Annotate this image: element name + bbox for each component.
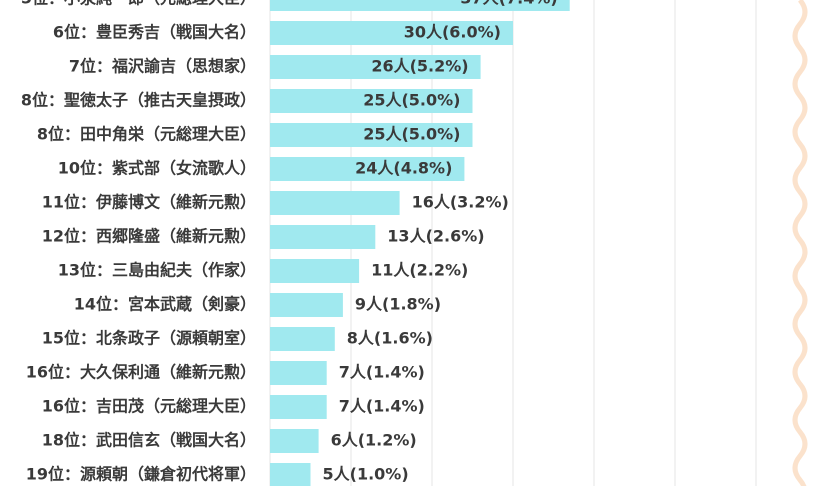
category-label: 8位：聖徳太子（推古天皇摂政）: [21, 91, 256, 110]
category-label: 8位：田中角栄（元総理大臣）: [37, 125, 256, 144]
value-label: 11人(2.2%): [371, 261, 468, 280]
wavy-border: [792, 0, 808, 486]
bar: [270, 293, 343, 317]
bar: [270, 225, 376, 249]
value-label: 25人(5.0%): [363, 125, 460, 144]
value-label: 26人(5.2%): [371, 57, 468, 76]
category-label: 10位：紫式部（女流歌人）: [58, 159, 256, 178]
value-label: 6人(1.2%): [331, 431, 417, 450]
value-label: 7人(1.4%): [339, 397, 425, 416]
bar: [270, 327, 335, 351]
bar: [270, 361, 327, 385]
value-label: 9人(1.8%): [355, 295, 441, 314]
category-label: 18位：武田信玄（戦国大名）: [42, 431, 256, 450]
category-label: 13位：三島由紀夫（作家）: [58, 261, 256, 280]
category-label: 14位：宮本武蔵（剣豪）: [74, 295, 256, 314]
bar: [270, 395, 327, 419]
value-label: 5人(1.0%): [323, 465, 409, 484]
category-label: 16位：大久保利通（維新元勲）: [26, 363, 256, 382]
bar: [270, 0, 570, 11]
bar: [270, 89, 473, 113]
value-label: 25人(5.0%): [363, 91, 460, 110]
value-label: 30人(6.0%): [404, 23, 501, 42]
bar: [270, 55, 481, 79]
value-label: 16人(3.2%): [412, 193, 509, 212]
category-label: 15位：北条政子（源頼朝室）: [42, 329, 256, 348]
category-label: 6位：豊臣秀吉（戦国大名）: [53, 23, 256, 42]
bar: [270, 191, 400, 215]
category-label: 16位：吉田茂（元総理大臣）: [42, 397, 256, 416]
bar: [270, 259, 360, 283]
value-label: 7人(1.4%): [339, 363, 425, 382]
bar: [270, 463, 311, 486]
bar: [270, 429, 319, 453]
value-label: 37人(7.4%): [460, 0, 557, 8]
category-label: 5位：小泉純一郎（元総理大臣）: [21, 0, 256, 8]
value-label: 8人(1.6%): [347, 329, 433, 348]
value-label: 13人(2.6%): [387, 227, 484, 246]
bar: [270, 157, 465, 181]
bar: [270, 123, 473, 147]
category-label: 11位：伊藤博文（維新元勲）: [42, 193, 256, 212]
bar: [270, 21, 513, 45]
category-label: 19位：源頼朝（鎌倉初代将軍）: [26, 465, 256, 484]
category-label: 12位：西郷隆盛（維新元勲）: [42, 227, 256, 246]
value-label: 24人(4.8%): [355, 159, 452, 178]
category-label: 7位：福沢諭吉（思想家）: [69, 57, 256, 76]
